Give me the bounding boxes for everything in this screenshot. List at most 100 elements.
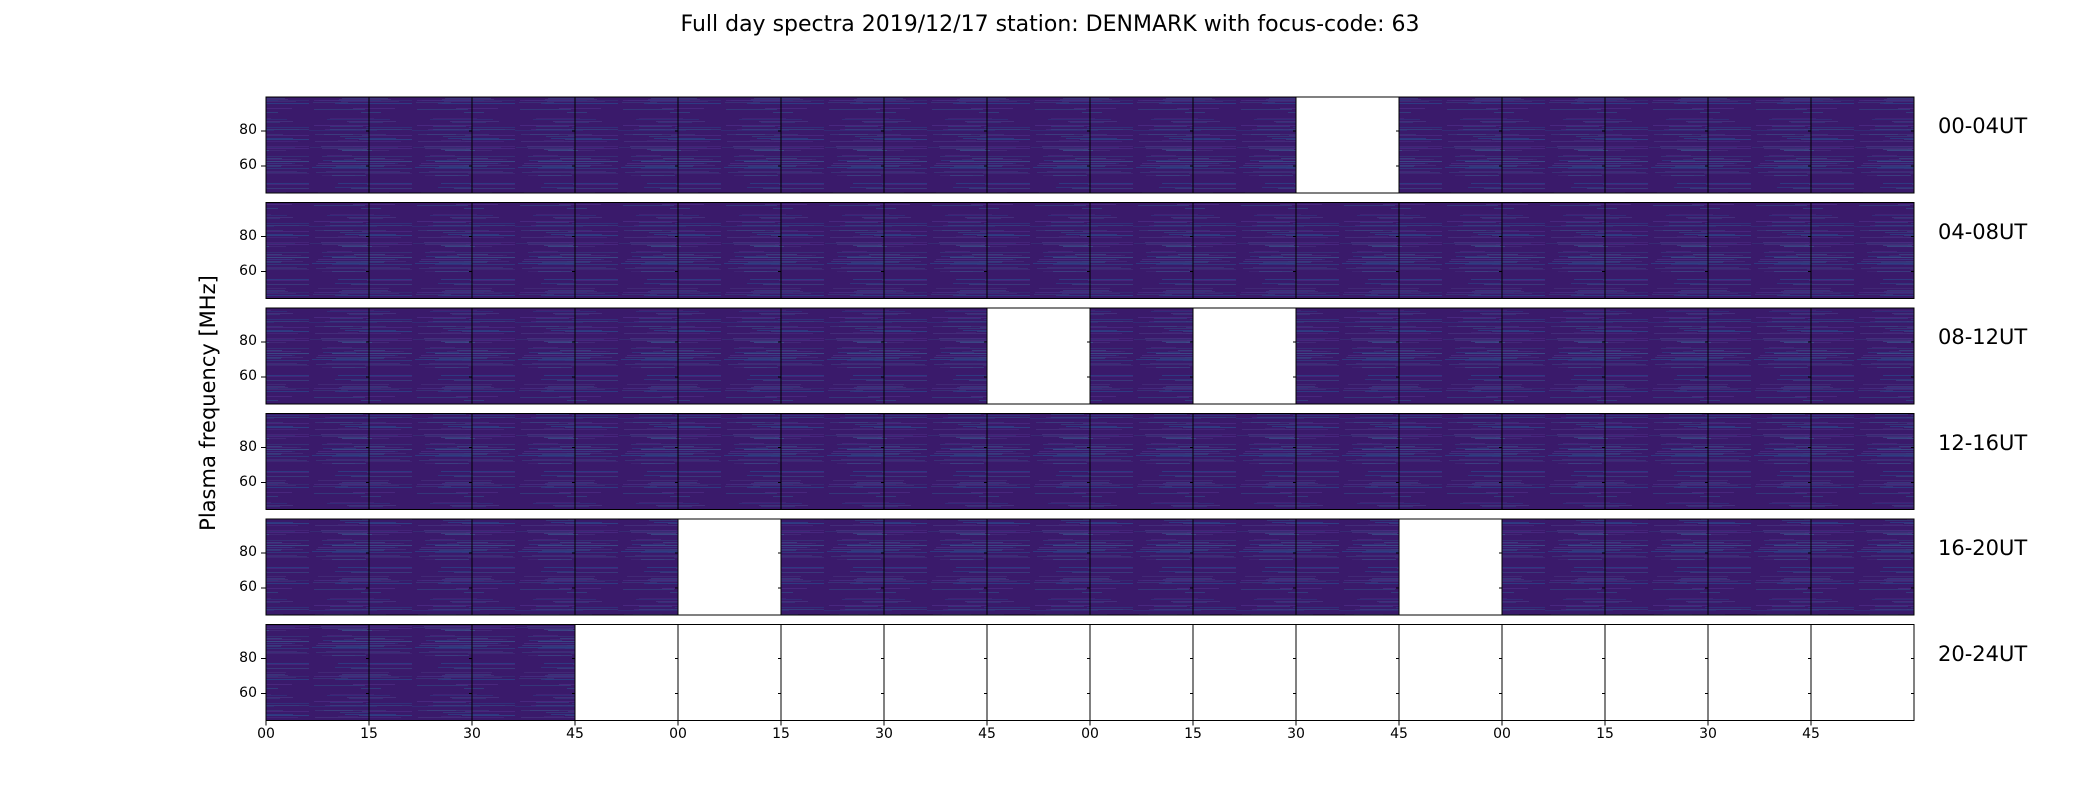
x-tick-label: 30 xyxy=(1287,726,1305,742)
spectrum-panel-r3-c4 xyxy=(677,413,782,510)
spectrum-panel-r2-c10 xyxy=(1295,307,1400,405)
spectrum-panel-r4-c6 xyxy=(883,518,988,616)
spectrum-panel-r1-c4 xyxy=(677,202,782,299)
spectrum-panel-r2-c5 xyxy=(780,307,885,405)
y-tick-label: 80 xyxy=(239,649,257,666)
spectrum-panel-r5-c2 xyxy=(471,624,576,721)
x-tick-label: 00 xyxy=(669,726,687,742)
y-tick-label: 80 xyxy=(239,438,257,455)
spectrum-panel-r1-c0 xyxy=(265,202,370,299)
spectrum-panel-r0-c14 xyxy=(1707,96,1812,194)
row-label: 16-20UT xyxy=(1938,536,2028,560)
spectrum-panel-r1-c15 xyxy=(1810,202,1915,299)
spectrum-panel-r2-c4 xyxy=(677,307,782,405)
x-tick-label: 00 xyxy=(1081,726,1099,742)
missing-panel-r5-c12 xyxy=(1501,624,1606,721)
spectrum-panel-r4-c7 xyxy=(986,518,1091,616)
y-tick-label: 60 xyxy=(239,262,257,279)
y-tick-label: 60 xyxy=(239,368,257,384)
spectrum-panel-r1-c13 xyxy=(1604,202,1709,299)
spectrum-panel-r3-c15 xyxy=(1810,413,1915,510)
x-tick-label: 30 xyxy=(463,726,481,742)
x-tick-label: 15 xyxy=(1184,726,1202,742)
row-label: 20-24UT xyxy=(1938,641,2028,666)
spectrum-panel-r1-c12 xyxy=(1501,202,1606,299)
spectrum-panel-r4-c0 xyxy=(265,518,370,616)
spectrum-panel-r0-c0 xyxy=(265,96,370,194)
chart-title: Full day spectra 2019/12/17 station: DEN… xyxy=(680,12,1420,37)
spectrum-panel-r0-c8 xyxy=(1089,96,1194,194)
spectrum-panel-r2-c6 xyxy=(883,307,988,405)
y-tick-label: 60 xyxy=(239,157,257,173)
missing-panel-r5-c13 xyxy=(1604,624,1709,721)
spectrum-panel-r0-c4 xyxy=(677,96,782,194)
spectrum-panel-r4-c3 xyxy=(574,518,679,616)
missing-panel-r5-c8 xyxy=(1089,624,1194,721)
x-tick-label: 15 xyxy=(772,726,790,742)
spectrum-panel-r1-c6 xyxy=(883,202,988,299)
spectrum-panel-r0-c3 xyxy=(574,96,679,194)
spectrum-panel-r2-c0 xyxy=(265,307,370,405)
spectrum-panel-r2-c1 xyxy=(368,307,473,405)
row-label: 08-12UT xyxy=(1938,325,2028,349)
spectrum-panel-r3-c8 xyxy=(1089,413,1194,510)
spectrum-panel-r1-c9 xyxy=(1192,202,1297,299)
y-tick-label: 80 xyxy=(239,122,257,138)
spectrum-panel-r0-c2 xyxy=(471,96,576,194)
spectrum-panel-r3-c1 xyxy=(368,413,473,510)
spectrum-panel-r3-c5 xyxy=(780,413,885,510)
x-tick-label: 30 xyxy=(1699,726,1717,742)
spectrum-panel-r3-c0 xyxy=(265,413,370,510)
spectrum-panel-r4-c12 xyxy=(1501,518,1606,616)
spectrum-panel-r1-c5 xyxy=(780,202,885,299)
y-tick-label: 60 xyxy=(239,684,257,701)
spectrum-panel-r2-c13 xyxy=(1604,307,1709,405)
x-tick-label: 00 xyxy=(1493,726,1511,742)
spectrum-panel-r2-c15 xyxy=(1810,307,1915,405)
spectrum-panel-r0-c13 xyxy=(1604,96,1709,194)
spectrum-panel-r2-c2 xyxy=(471,307,576,405)
row-label: 12-16UT xyxy=(1938,430,2028,455)
y-tick-label: 80 xyxy=(239,544,257,560)
y-tick-label: 80 xyxy=(239,333,257,349)
spectrum-panel-r1-c11 xyxy=(1398,202,1503,299)
spectrum-panel-r3-c14 xyxy=(1707,413,1812,510)
spectrum-panel-r0-c6 xyxy=(883,96,988,194)
x-tick-label: 00 xyxy=(257,726,275,742)
spectrum-panel-r3-c10 xyxy=(1295,413,1400,510)
missing-panel-r5-c3 xyxy=(574,624,679,721)
missing-panel-r5-c9 xyxy=(1192,624,1297,721)
spectrum-panel-r4-c10 xyxy=(1295,518,1400,616)
missing-panel-r5-c5 xyxy=(780,624,885,721)
missing-panel-r2-c7 xyxy=(986,307,1091,405)
spectrum-panel-r1-c3 xyxy=(574,202,679,299)
spectrum-panel-r0-c7 xyxy=(986,96,1091,194)
spectrum-panel-r4-c8 xyxy=(1089,518,1194,616)
missing-panel-r5-c4 xyxy=(677,624,782,721)
spectrum-panel-r3-c12 xyxy=(1501,413,1606,510)
spectrum-panel-r5-c1 xyxy=(368,624,473,721)
spectrum-panel-r2-c3 xyxy=(574,307,679,405)
spectrum-panel-r4-c2 xyxy=(471,518,576,616)
missing-panel-r4-c4 xyxy=(677,518,782,616)
x-tick-label: 45 xyxy=(566,726,584,742)
spectrum-panel-r0-c9 xyxy=(1192,96,1297,194)
missing-panel-r4-c11 xyxy=(1398,518,1503,616)
row-label: 00-04UT xyxy=(1938,114,2028,138)
spectrum-panel-r1-c7 xyxy=(986,202,1091,299)
spectrum-panel-r3-c9 xyxy=(1192,413,1297,510)
row-label: 04-08UT xyxy=(1938,219,2028,244)
y-tick-label: 60 xyxy=(239,473,257,490)
spectrum-panel-r1-c2 xyxy=(471,202,576,299)
spectrum-panel-r3-c7 xyxy=(986,413,1091,510)
spectrum-panel-r0-c12 xyxy=(1501,96,1606,194)
spectrum-panel-r4-c5 xyxy=(780,518,885,616)
x-tick-label: 45 xyxy=(1390,726,1408,742)
x-tick-label: 45 xyxy=(1802,726,1820,742)
spectrum-panel-r1-c10 xyxy=(1295,202,1400,299)
spectrum-panel-r2-c14 xyxy=(1707,307,1812,405)
spectrum-panel-r2-c12 xyxy=(1501,307,1606,405)
spectrum-panel-r1-c14 xyxy=(1707,202,1812,299)
spectrum-panel-r3-c3 xyxy=(574,413,679,510)
